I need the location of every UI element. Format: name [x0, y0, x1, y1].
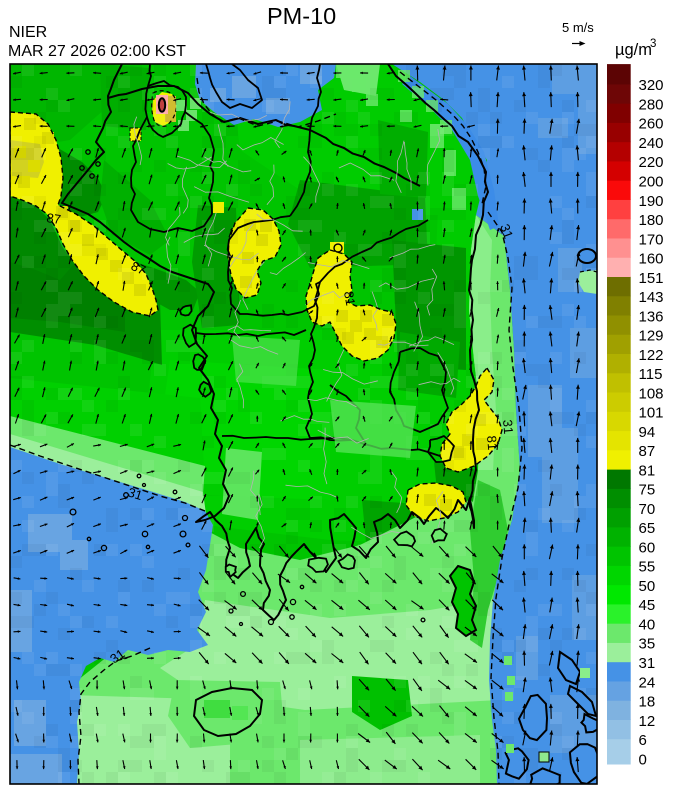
svg-text:55: 55	[639, 559, 656, 576]
svg-text:101: 101	[639, 405, 664, 422]
svg-text:3: 3	[650, 38, 656, 50]
svg-text:94: 94	[639, 424, 656, 441]
svg-text:170: 170	[639, 231, 664, 248]
svg-text:160: 160	[639, 251, 664, 268]
svg-text:200: 200	[639, 174, 664, 191]
svg-text:35: 35	[639, 636, 656, 653]
svg-text:24: 24	[639, 674, 656, 691]
svg-text:87: 87	[129, 258, 148, 278]
svg-text:70: 70	[639, 501, 656, 518]
svg-text:45: 45	[639, 597, 656, 614]
svg-text:18: 18	[639, 694, 656, 711]
svg-text:0: 0	[639, 751, 647, 768]
svg-text:NIER: NIER	[9, 24, 47, 41]
svg-text:87: 87	[46, 210, 62, 227]
svg-text:µg/m: µg/m	[615, 41, 652, 59]
svg-text:31: 31	[500, 419, 516, 435]
svg-text:MAR 27 2026 02:00 KST: MAR 27 2026 02:00 KST	[8, 43, 186, 60]
svg-text:5 m/s: 5 m/s	[562, 20, 594, 35]
svg-text:31: 31	[639, 655, 656, 672]
svg-text:220: 220	[639, 154, 664, 171]
svg-text:136: 136	[639, 308, 664, 325]
svg-text:31: 31	[497, 222, 516, 241]
svg-text:180: 180	[639, 212, 664, 229]
svg-text:122: 122	[639, 347, 664, 364]
svg-text:108: 108	[639, 385, 664, 402]
svg-text:81: 81	[341, 290, 358, 307]
svg-text:75: 75	[639, 482, 656, 499]
svg-text:151: 151	[639, 270, 664, 287]
svg-text:31: 31	[126, 485, 144, 504]
svg-text:6: 6	[639, 732, 647, 749]
svg-text:60: 60	[639, 539, 656, 556]
svg-text:65: 65	[639, 520, 656, 537]
svg-text:PM-10: PM-10	[267, 3, 336, 29]
svg-text:143: 143	[639, 289, 664, 306]
svg-text:320: 320	[639, 77, 664, 94]
svg-text:12: 12	[639, 713, 656, 730]
svg-text:190: 190	[639, 193, 664, 210]
svg-text:87: 87	[639, 443, 656, 460]
svg-text:31: 31	[107, 646, 127, 667]
svg-text:81: 81	[639, 462, 656, 479]
svg-text:240: 240	[639, 135, 664, 152]
svg-text:81: 81	[484, 435, 500, 451]
svg-text:280: 280	[639, 97, 664, 114]
svg-text:260: 260	[639, 116, 664, 133]
svg-text:40: 40	[639, 617, 656, 634]
svg-text:50: 50	[639, 578, 656, 595]
svg-text:115: 115	[639, 366, 663, 383]
svg-text:129: 129	[639, 328, 664, 345]
